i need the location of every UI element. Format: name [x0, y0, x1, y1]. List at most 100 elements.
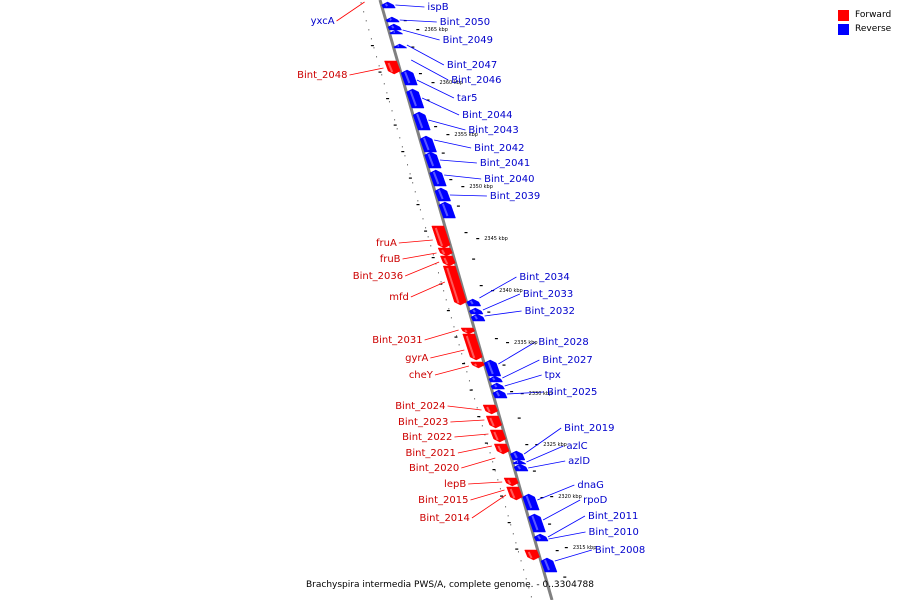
scale-tick — [564, 547, 568, 549]
gene-highlight — [489, 417, 495, 427]
track-dot — [489, 452, 491, 454]
scale-tick — [548, 523, 552, 525]
track-dot — [502, 497, 504, 499]
forward-label-leader — [404, 261, 440, 277]
forward-gene-block — [460, 327, 476, 335]
gene-highlight — [443, 257, 449, 265]
gene-highlight — [513, 452, 518, 459]
reverse-label-leader — [542, 499, 581, 521]
track-dot — [497, 479, 499, 481]
track-dot — [525, 578, 527, 580]
reverse-gene-block — [389, 29, 404, 35]
forward-label-leader — [468, 481, 503, 485]
reverse-gene-label: Bint_2025 — [547, 387, 597, 398]
scale-tick — [476, 238, 480, 240]
gene-highlight — [441, 203, 449, 217]
scale-tick — [386, 98, 390, 100]
reverse-label-leader — [428, 119, 466, 131]
reverse-gene-block — [470, 313, 486, 322]
track-dot — [456, 335, 458, 337]
scale-tick — [563, 576, 567, 578]
scale-tick — [492, 469, 496, 471]
track-dot — [360, 2, 362, 4]
forward-gene-block — [489, 429, 507, 443]
reverse-gene-label: Bint_2032 — [525, 306, 575, 317]
scale-tick — [456, 205, 460, 207]
reverse-label-leader — [406, 44, 445, 66]
reverse-gene-block — [513, 463, 529, 472]
reverse-gene-label: azlC — [566, 441, 587, 452]
reverse-gene-label: Bint_2033 — [523, 289, 573, 300]
scale-label: 2345 kbp — [484, 236, 508, 242]
track-dot — [399, 137, 401, 139]
track-dot — [419, 209, 421, 211]
reverse-gene-label: Bint_2044 — [462, 110, 512, 121]
legend-label-forward: Forward — [855, 10, 892, 20]
scale-label: 2340 kbp — [499, 288, 523, 294]
track-dot — [443, 290, 445, 292]
scale-tick — [434, 126, 438, 128]
reverse-label-leader — [399, 19, 437, 23]
track-dot — [378, 65, 380, 67]
forward-label-leader — [447, 405, 482, 411]
reverse-gene-block — [528, 513, 546, 533]
scale-tick — [494, 338, 498, 340]
track-dot — [528, 587, 530, 589]
gene-highlight — [495, 391, 500, 397]
reverse-gene-label: Bint_2008 — [595, 545, 645, 556]
scale-tick — [517, 417, 521, 419]
scale-tick — [540, 497, 544, 499]
forward-gene-block — [482, 404, 499, 415]
scale-tick — [520, 393, 524, 395]
track-dot — [417, 200, 419, 202]
scale-tick — [532, 470, 536, 472]
forward-label-leader — [424, 329, 459, 341]
reverse-label-leader — [537, 484, 575, 501]
scale-tick — [378, 71, 382, 73]
reverse-gene-block — [393, 43, 408, 49]
forward-label-leader — [470, 489, 505, 501]
reverse-gene-block — [492, 389, 508, 399]
forward-label-leader — [471, 494, 507, 519]
track-dot — [484, 434, 486, 436]
scale-tick — [500, 495, 504, 497]
scale-tick — [446, 134, 450, 136]
forward-gene-label: mfd — [389, 292, 409, 303]
forward-gene-block — [440, 255, 456, 267]
reverse-label-leader — [482, 293, 521, 311]
reverse-gene-block — [540, 557, 558, 573]
track-dot — [487, 443, 489, 445]
forward-track-dotted-line — [360, 2, 532, 598]
track-dot — [463, 362, 465, 364]
gene-highlight — [409, 90, 417, 107]
reverse-gene-block — [438, 201, 456, 219]
track-dot — [404, 155, 406, 157]
gene-highlight — [423, 137, 430, 151]
forward-label-leader — [457, 445, 492, 454]
gene-highlight — [432, 171, 440, 185]
scale-tick — [484, 442, 488, 444]
track-dot — [510, 524, 512, 526]
scale-tick — [555, 550, 559, 552]
track-dot — [507, 515, 509, 517]
forward-label-leader — [450, 419, 485, 423]
forward-gene-label: Bint_2023 — [398, 417, 448, 428]
forward-gene-label: Bint_2021 — [406, 448, 456, 459]
reverse-gene-block — [468, 307, 484, 315]
reverse-gene-label: Bint_2042 — [474, 143, 524, 154]
forward-gene-label: Bint_2036 — [353, 271, 403, 282]
reverse-label-leader — [484, 310, 522, 317]
track-dot — [409, 173, 411, 175]
reverse-label-leader — [402, 29, 440, 41]
reverse-gene-label: Bint_2011 — [588, 511, 638, 522]
scale-tick — [550, 496, 554, 498]
reverse-gene-label: Bint_2027 — [542, 355, 592, 366]
gene-highlight — [525, 495, 533, 509]
reverse-gene-label: dnaG — [577, 480, 604, 491]
scale-tick — [477, 416, 481, 418]
scale-tick — [487, 311, 491, 313]
reverse-gene-block — [424, 151, 442, 169]
scale-tick — [464, 232, 468, 234]
reverse-label-leader — [444, 174, 482, 180]
